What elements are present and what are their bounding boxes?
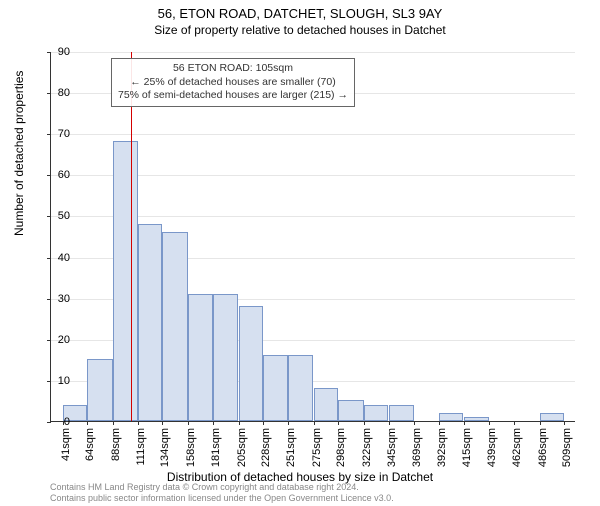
x-tick: [564, 421, 565, 425]
histogram-bar: [213, 294, 239, 421]
x-tick: [239, 421, 240, 425]
x-tick-label: 322sqm: [361, 428, 373, 467]
x-tick: [188, 421, 189, 425]
credit-text: Contains HM Land Registry data © Crown c…: [50, 482, 394, 504]
x-tick-label: 486sqm: [537, 428, 549, 467]
histogram-bar: [87, 359, 113, 421]
x-tick: [439, 421, 440, 425]
x-tick: [138, 421, 139, 425]
histogram-bar: [113, 141, 138, 421]
y-tick-label: 70: [40, 128, 70, 140]
y-axis-label: Number of detached properties: [12, 71, 26, 236]
x-tick-label: 158sqm: [185, 428, 197, 467]
x-tick: [314, 421, 315, 425]
histogram-bar: [138, 224, 163, 421]
x-tick-label: 275sqm: [311, 428, 323, 467]
y-tick-label: 50: [40, 210, 70, 222]
annotation-line3: 75% of semi-detached houses are larger (…: [118, 89, 348, 101]
y-tick-label: 60: [40, 169, 70, 181]
y-tick-label: 20: [40, 334, 70, 346]
annotation-line2: ← 25% of detached houses are smaller (70…: [130, 76, 335, 88]
histogram-bar: [263, 355, 288, 421]
x-tick: [213, 421, 214, 425]
histogram-bar: [162, 232, 188, 421]
x-tick: [288, 421, 289, 425]
histogram-bar: [464, 417, 490, 421]
x-tick-label: 251sqm: [285, 428, 297, 467]
x-tick-label: 228sqm: [260, 428, 272, 467]
credit-line1: Contains HM Land Registry data © Crown c…: [50, 482, 359, 492]
x-tick-label: 415sqm: [461, 428, 473, 467]
x-tick-label: 205sqm: [236, 428, 248, 467]
gridline: [51, 52, 575, 53]
x-tick: [162, 421, 163, 425]
x-tick: [489, 421, 490, 425]
y-tick-label: 30: [40, 293, 70, 305]
y-tick-label: 10: [40, 375, 70, 387]
y-tick-label: 80: [40, 87, 70, 99]
x-tick: [389, 421, 390, 425]
page-title: 56, ETON ROAD, DATCHET, SLOUGH, SL3 9AY: [0, 6, 600, 21]
page-subtitle: Size of property relative to detached ho…: [0, 23, 600, 37]
gridline: [51, 134, 575, 135]
annotation-line1: 56 ETON ROAD: 105sqm: [173, 62, 293, 74]
x-tick-label: 88sqm: [110, 428, 122, 461]
histogram-bar: [389, 405, 415, 421]
histogram-bar: [314, 388, 339, 421]
histogram-bar: [188, 294, 213, 421]
x-tick: [87, 421, 88, 425]
x-tick-label: 509sqm: [561, 428, 573, 467]
histogram-bar: [288, 355, 314, 421]
histogram-bar: [540, 413, 565, 421]
x-tick: [113, 421, 114, 425]
histogram-bar: [338, 400, 364, 421]
x-tick-label: 298sqm: [335, 428, 347, 467]
y-tick-label: 90: [40, 46, 70, 58]
x-tick: [263, 421, 264, 425]
x-tick: [464, 421, 465, 425]
x-tick-label: 64sqm: [84, 428, 96, 461]
credit-line2: Contains public sector information licen…: [50, 493, 394, 503]
property-marker-line: [131, 52, 132, 421]
y-tick-label: 40: [40, 252, 70, 264]
x-tick: [364, 421, 365, 425]
x-tick: [540, 421, 541, 425]
histogram-bar: [239, 306, 264, 421]
x-tick-label: 111sqm: [135, 428, 147, 466]
plot-area: 41sqm64sqm88sqm111sqm134sqm158sqm181sqm2…: [50, 52, 575, 422]
x-tick-label: 369sqm: [411, 428, 423, 467]
y-tick-label: 0: [40, 416, 70, 428]
x-tick-label: 462sqm: [511, 428, 523, 467]
x-tick-label: 345sqm: [386, 428, 398, 467]
histogram-bar: [364, 405, 389, 421]
x-tick-label: 181sqm: [210, 428, 222, 467]
x-tick: [514, 421, 515, 425]
x-tick: [414, 421, 415, 425]
histogram-bar: [439, 413, 464, 421]
annotation-box: 56 ETON ROAD: 105sqm ← 25% of detached ho…: [111, 58, 355, 107]
x-tick: [338, 421, 339, 425]
x-tick-label: 41sqm: [60, 428, 72, 461]
x-tick-label: 439sqm: [486, 428, 498, 467]
x-tick-label: 134sqm: [159, 428, 171, 467]
x-tick-label: 392sqm: [436, 428, 448, 467]
